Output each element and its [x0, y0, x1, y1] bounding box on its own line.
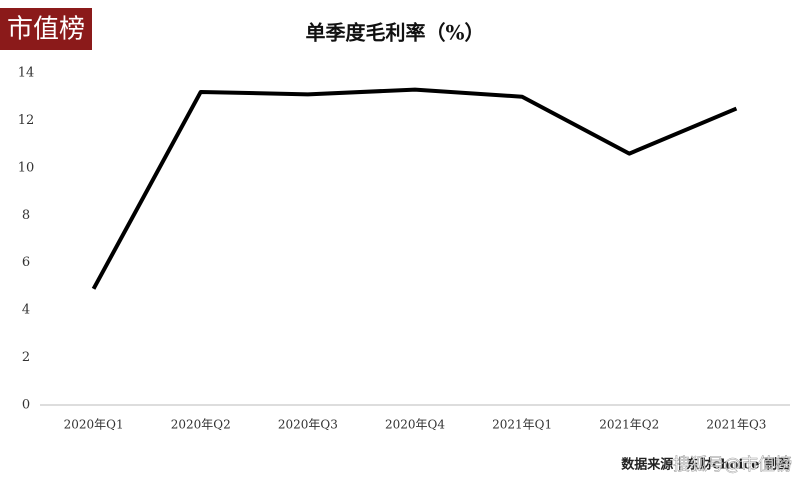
- chart-title: 单季度毛利率（%）: [305, 21, 484, 45]
- x-tick-label: 2021年Q3: [706, 418, 766, 432]
- y-tick-label: 14: [18, 66, 35, 81]
- y-tick-label: 6: [22, 255, 30, 270]
- line: [91, 87, 738, 290]
- y-tick-label: 12: [18, 113, 35, 128]
- logo: 市值榜: [7, 15, 85, 45]
- logo-box: [0, 8, 92, 50]
- x-tick-label: 2020年Q3: [278, 418, 338, 432]
- y-tick-label: 2: [22, 350, 30, 365]
- y-tick-label: 10: [18, 160, 35, 175]
- x-tick-label: 2021年Q1: [492, 418, 552, 432]
- y-tick-label: 0: [22, 398, 30, 413]
- x-tick-label: 2021年Q2: [599, 418, 659, 432]
- y-tick-label: 8: [22, 208, 30, 223]
- x-tick-label: 2020年Q4: [385, 418, 445, 432]
- x-tick-label: 2020年Q2: [171, 418, 231, 432]
- x-tick-label: 2020年Q1: [64, 418, 124, 432]
- source: 数据来源｜东财choice 制图: [621, 457, 790, 473]
- watermark: 搜狐号@市值榜: [673, 455, 792, 475]
- y-tick-label: 4: [22, 303, 30, 318]
